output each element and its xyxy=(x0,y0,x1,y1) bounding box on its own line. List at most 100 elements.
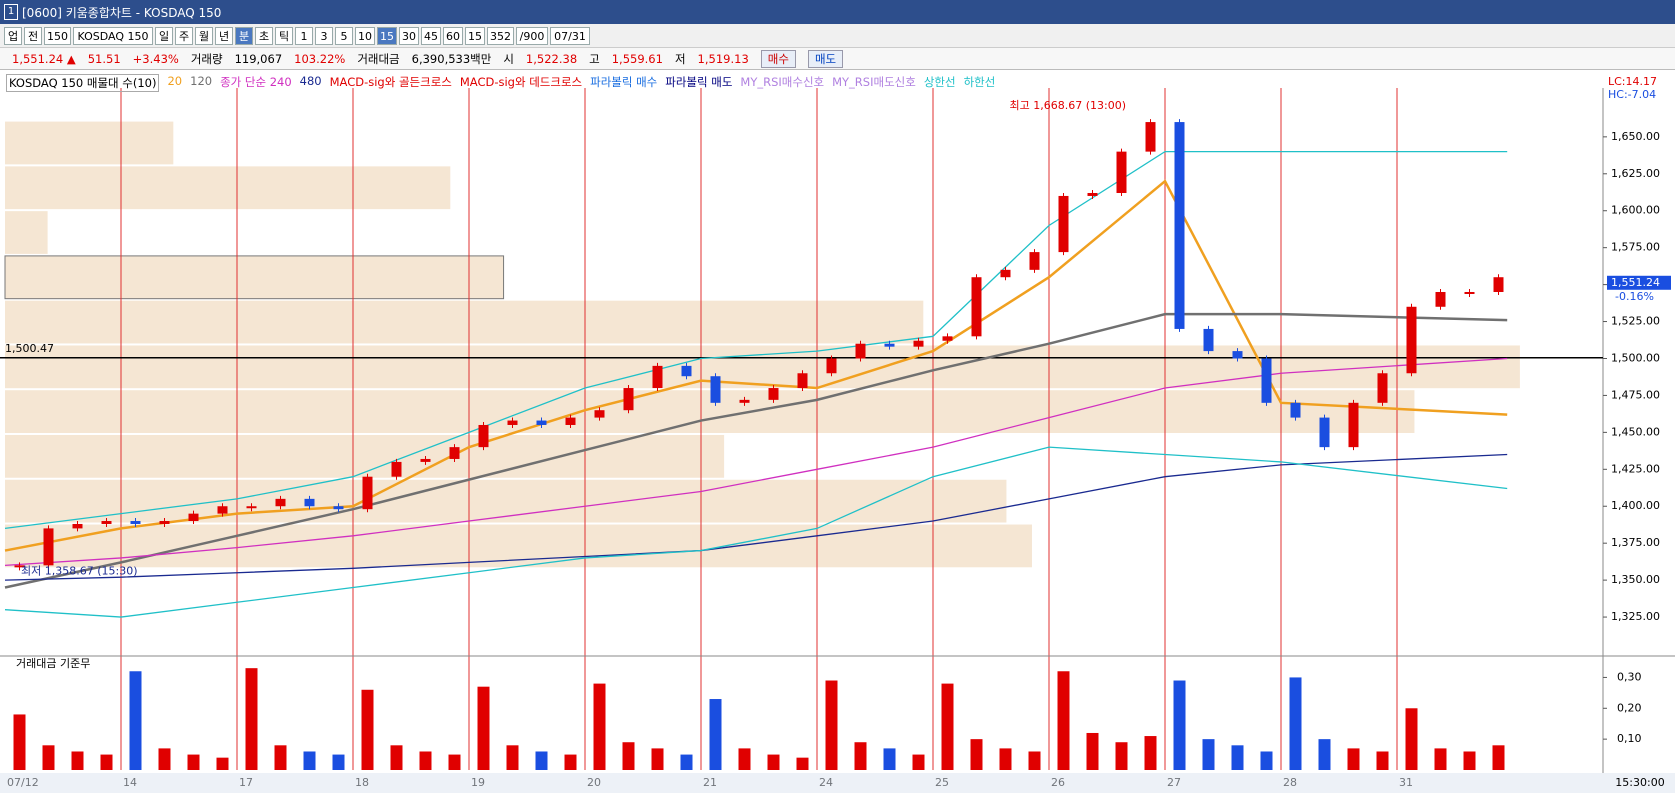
info-item: 시 xyxy=(503,51,514,66)
volume-title: 거래대금 기준무 xyxy=(16,657,90,670)
corner-lc: LC:14.17 xyxy=(1608,75,1657,88)
volume-bar xyxy=(129,671,142,770)
candle xyxy=(130,521,141,524)
toolbar-button[interactable]: 업 xyxy=(4,26,22,45)
y-tick-label: 1,575.00 xyxy=(1611,241,1660,254)
reference-label: 1,500.47 xyxy=(5,342,54,355)
toolbar-button[interactable]: 3 xyxy=(315,26,333,45)
legend-entry: 20 xyxy=(167,74,183,88)
info-item: 1,559.61 xyxy=(611,51,663,66)
candle xyxy=(478,424,489,448)
candle xyxy=(14,565,25,568)
volume-bar xyxy=(767,754,780,770)
toolbar-button[interactable]: 분 xyxy=(235,26,253,45)
candle xyxy=(1348,402,1359,448)
toolbar-button[interactable]: 월 xyxy=(195,26,213,45)
volume-bar xyxy=(999,748,1012,770)
volume-bar xyxy=(680,754,693,770)
y-tick-label: 1,450.00 xyxy=(1611,425,1660,438)
candle xyxy=(1493,277,1504,292)
candle xyxy=(449,447,460,459)
volume-bar xyxy=(100,754,113,770)
candle xyxy=(1261,358,1272,403)
y-tick-label: 1,350.00 xyxy=(1611,573,1660,586)
volume-bar xyxy=(448,754,461,770)
volume-bar xyxy=(1347,748,1360,770)
y-tick-label: 1,475.00 xyxy=(1611,388,1660,401)
toolbar-button[interactable]: 352 xyxy=(487,26,514,45)
toolbar-button[interactable]: KOSDAQ 150 xyxy=(73,26,153,45)
info-item: +3.43% xyxy=(132,51,179,66)
volume-bar xyxy=(1289,677,1302,770)
volume-bar xyxy=(216,757,229,770)
low-note: 최저 1,358.67 (15:30) xyxy=(21,564,138,577)
volume-bar xyxy=(622,742,635,770)
toolbar-button[interactable]: 초 xyxy=(255,26,273,45)
toolbar-button[interactable]: 45 xyxy=(421,26,441,45)
legend-entry: 120 xyxy=(190,74,213,88)
toolbar-button[interactable]: 년 xyxy=(215,26,233,45)
toolbar-button[interactable]: 틱 xyxy=(275,26,293,45)
toolbar-button[interactable]: 주 xyxy=(175,26,193,45)
volume-bar xyxy=(883,748,896,770)
volume-bar xyxy=(1318,739,1331,770)
toolbar-button[interactable]: 30 xyxy=(399,26,419,45)
info-item: 6,390,533백만 xyxy=(411,51,492,66)
volume-bar xyxy=(1028,751,1041,770)
candle xyxy=(768,388,779,400)
toolbar-button[interactable]: 15 xyxy=(465,26,485,45)
volume-bar xyxy=(274,745,287,770)
candle xyxy=(913,340,924,347)
y-tick-label: 1,625.00 xyxy=(1611,167,1660,180)
candle xyxy=(1435,291,1446,307)
toolbar-button[interactable]: 전 xyxy=(24,26,42,45)
toolbar-button[interactable]: 1 xyxy=(295,26,313,45)
y-tick-label: 1,425.00 xyxy=(1611,462,1660,475)
volume-bar xyxy=(158,748,171,770)
volume-bar xyxy=(1057,671,1070,770)
volume-profile-bar xyxy=(5,166,451,210)
volume-bar xyxy=(1260,751,1273,770)
legend-entry: 파라볼릭 매도 xyxy=(665,75,733,89)
candle xyxy=(362,476,373,510)
candle xyxy=(797,373,808,389)
toolbar-button[interactable]: 07/31 xyxy=(550,26,590,45)
volume-profile-bar xyxy=(5,479,1007,523)
toolbar-button[interactable]: /900 xyxy=(516,26,548,45)
volume-bar xyxy=(1144,736,1157,770)
info-item: 119,067 xyxy=(234,51,283,66)
toolbar-button[interactable]: 5 xyxy=(335,26,353,45)
info-bar: 1,551.24 ▲ 51.51 +3.43% 거래량 119,067 103.22% 거래… xyxy=(0,48,1675,70)
candle xyxy=(1319,417,1330,448)
volume-bar xyxy=(1492,745,1505,770)
toolbar-button[interactable]: 10 xyxy=(355,26,375,45)
volume-profile-bar xyxy=(5,390,1415,433)
toolbar-button[interactable]: 150 xyxy=(44,26,71,45)
legend-entry: MY_RSI매수신호 xyxy=(740,75,825,89)
candle xyxy=(275,498,286,507)
candle xyxy=(1290,402,1301,418)
volume-bar xyxy=(419,751,432,770)
y-tick-label: 1,400.00 xyxy=(1611,499,1660,512)
info-item: 1,522.38 xyxy=(525,51,578,66)
y-tick-label: 0,30 xyxy=(1617,670,1642,683)
volume-bar xyxy=(332,754,345,770)
legend-entry: 상한선 xyxy=(923,75,956,89)
candle xyxy=(159,521,170,524)
volume-bar xyxy=(651,748,664,770)
legend-entry: MACD-sig와 골든크로스 xyxy=(329,75,452,89)
toolbar-button[interactable]: 60 xyxy=(443,26,463,45)
sell-button[interactable]: 매도 xyxy=(807,49,844,68)
volume-profile-bar xyxy=(5,211,48,254)
volume-bar xyxy=(1376,751,1389,770)
buy-button[interactable]: 매수 xyxy=(760,49,796,68)
candle xyxy=(1203,328,1214,352)
volume-bar xyxy=(1463,751,1476,770)
toolbar-button[interactable]: 일 xyxy=(155,26,173,45)
indicator-line xyxy=(4,446,1508,618)
volume-profile-bar xyxy=(5,300,924,344)
legend-entry: 480 xyxy=(299,74,322,88)
candle xyxy=(594,410,605,418)
volume-bar xyxy=(970,739,983,770)
toolbar-button[interactable]: 15 xyxy=(377,26,397,45)
